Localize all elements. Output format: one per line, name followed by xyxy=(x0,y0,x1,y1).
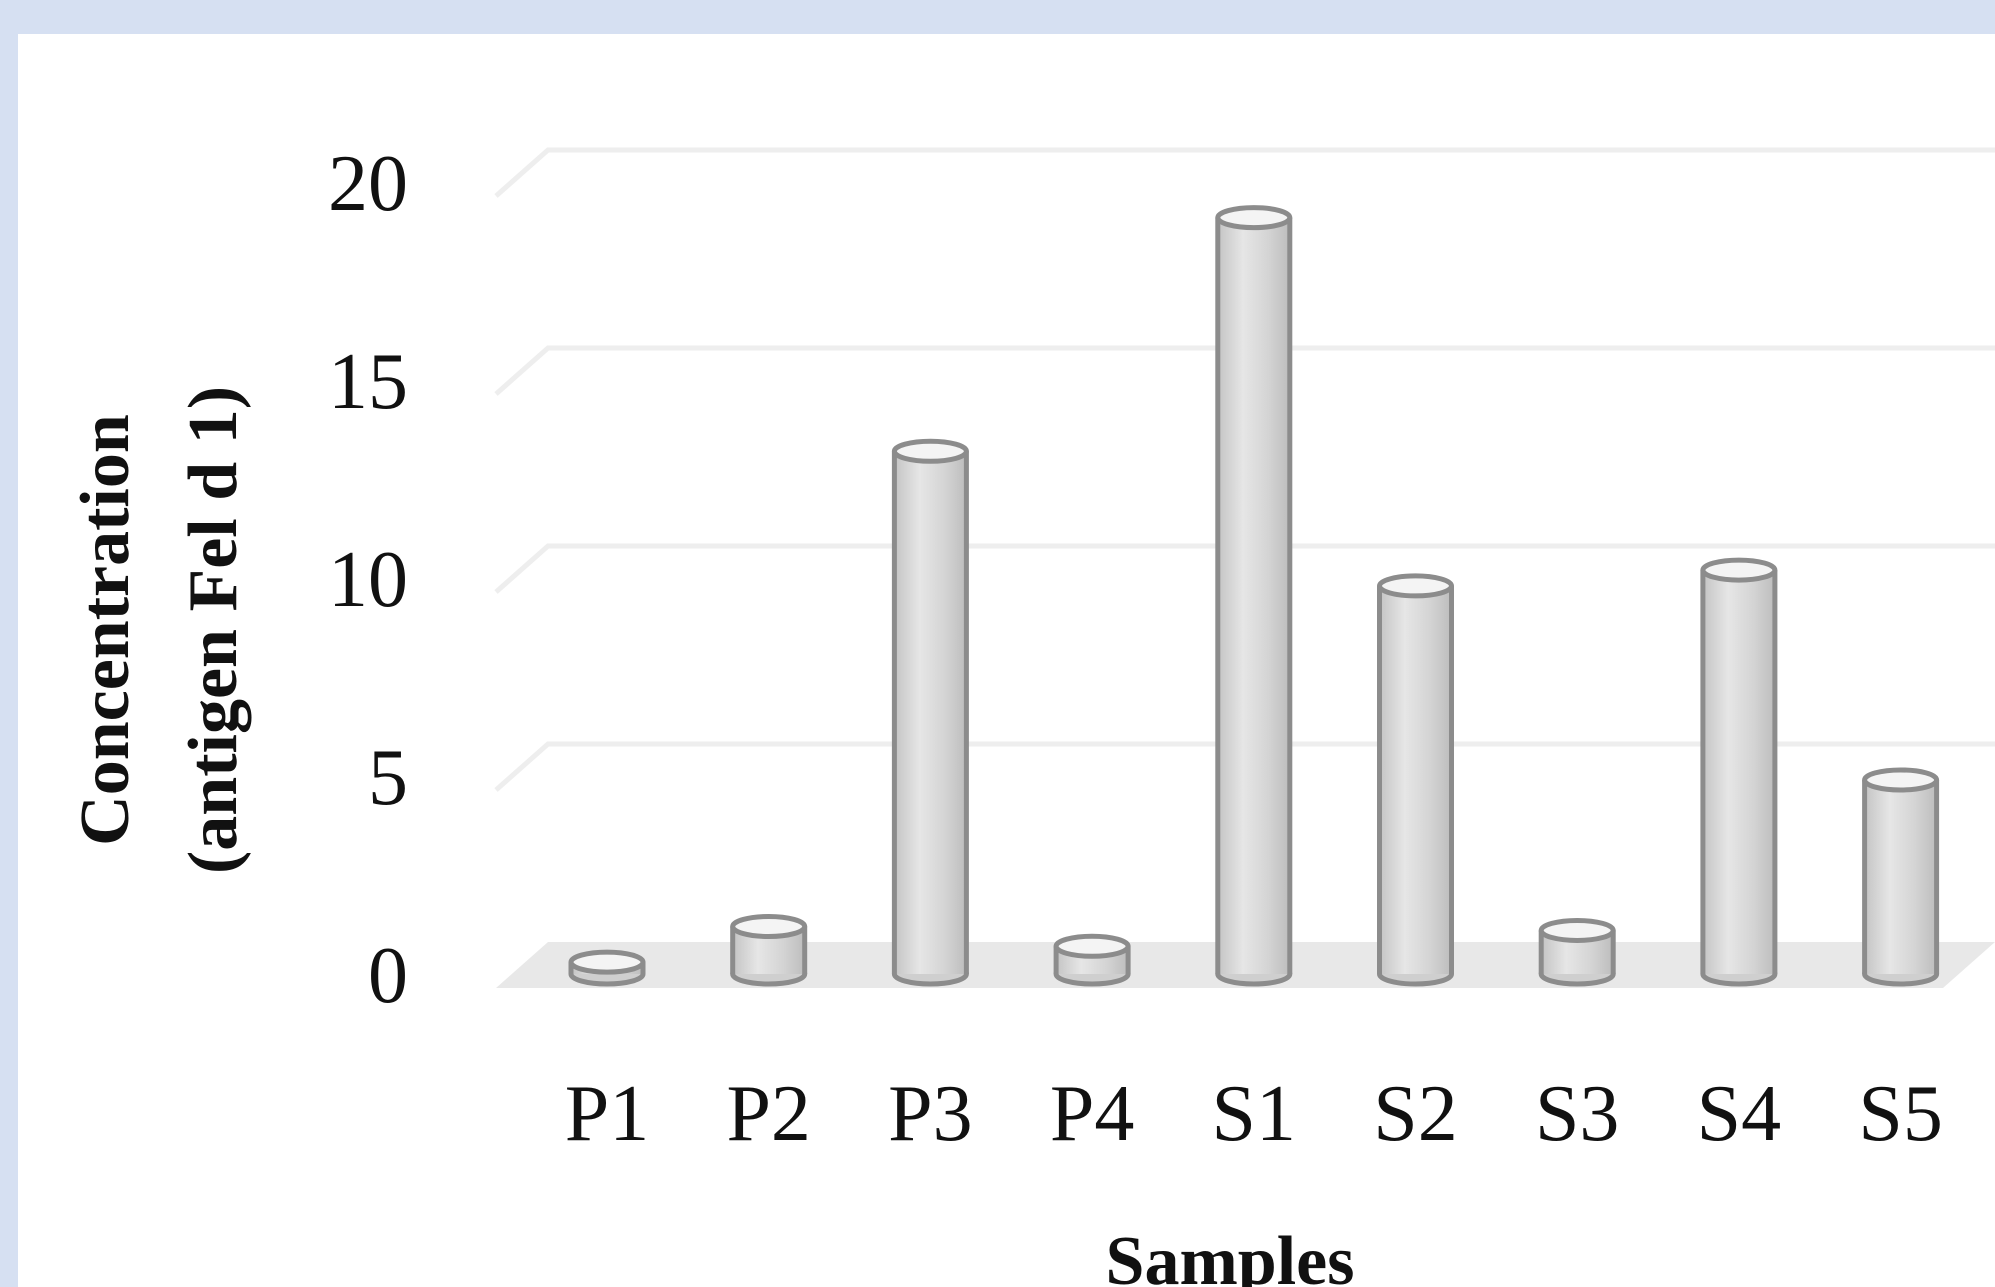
bar xyxy=(1538,917,1616,987)
bar xyxy=(730,913,808,987)
y-axis-title-line-1: Concentration xyxy=(67,414,144,846)
x-tick-label: P4 xyxy=(1050,1070,1135,1158)
gridline xyxy=(494,147,1995,198)
x-tick-label: P3 xyxy=(888,1070,973,1158)
y-tick-label: 0 xyxy=(368,932,408,1020)
bar xyxy=(1700,557,1778,987)
bars xyxy=(568,205,1940,987)
chart-area xyxy=(18,34,1995,1287)
x-axis-title: Samples xyxy=(1106,1223,1355,1287)
x-tick-label: S2 xyxy=(1373,1070,1458,1158)
y-axis-ticks: 0 5 10 15 20 xyxy=(328,140,408,1020)
bar xyxy=(1053,933,1131,987)
x-tick-label: S5 xyxy=(1858,1070,1943,1158)
gridline xyxy=(494,543,1995,594)
x-tick-label: S1 xyxy=(1212,1070,1297,1158)
y-tick-label: 15 xyxy=(328,338,408,426)
bar xyxy=(568,949,646,987)
x-tick-label: S3 xyxy=(1535,1070,1620,1158)
gridline xyxy=(494,741,1995,792)
bar xyxy=(1862,767,1940,987)
x-tick-label: P1 xyxy=(565,1070,650,1158)
y-tick-label: 5 xyxy=(368,734,408,822)
bar xyxy=(1215,205,1293,987)
gridline xyxy=(494,345,1995,396)
bar xyxy=(891,438,969,987)
x-tick-label: P2 xyxy=(726,1070,811,1158)
y-axis-title-line-2: (antigen Fel d 1) xyxy=(175,386,252,874)
y-tick-label: 10 xyxy=(328,536,408,624)
y-tick-label: 20 xyxy=(328,140,408,228)
x-tick-label: S4 xyxy=(1697,1070,1782,1158)
bar xyxy=(1377,573,1454,987)
x-axis-ticks: P1 P2 P3 P4 S1 S2 S3 S4 S5 xyxy=(565,1070,1943,1158)
